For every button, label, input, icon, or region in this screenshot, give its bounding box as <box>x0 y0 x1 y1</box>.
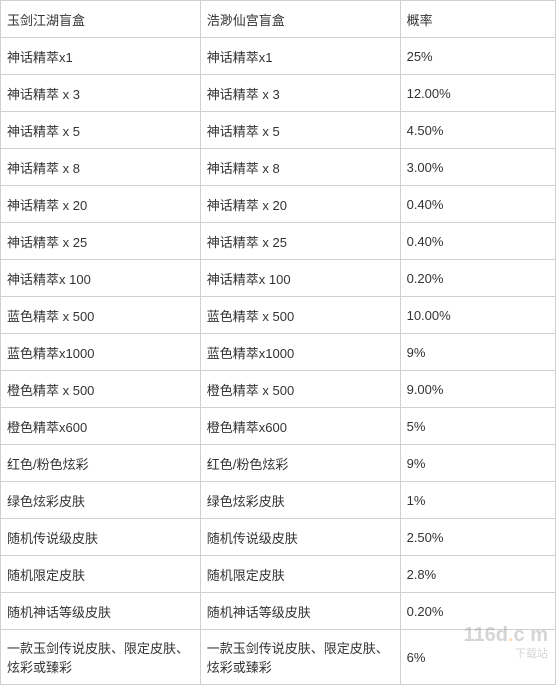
table-cell: 蓝色精萃 x 500 <box>200 297 400 334</box>
table-cell: 随机传说级皮肤 <box>1 519 201 556</box>
table-row: 随机传说级皮肤随机传说级皮肤2.50% <box>1 519 556 556</box>
table-cell: 橙色精萃 x 500 <box>1 371 201 408</box>
table-cell: 神话精萃 x 8 <box>200 149 400 186</box>
table-row: 神话精萃 x 20神话精萃 x 200.40% <box>1 186 556 223</box>
table-cell: 9.00% <box>400 371 555 408</box>
table-cell: 随机神话等级皮肤 <box>1 593 201 630</box>
table-cell: 神话精萃 x 8 <box>1 149 201 186</box>
table-cell: 神话精萃 x 3 <box>1 75 201 112</box>
table-row: 神话精萃x 100神话精萃x 1000.20% <box>1 260 556 297</box>
table-row: 神话精萃x1神话精萃x125% <box>1 38 556 75</box>
table-cell: 橙色精萃 x 500 <box>200 371 400 408</box>
table-row: 红色/粉色炫彩红色/粉色炫彩9% <box>1 445 556 482</box>
table-row: 随机限定皮肤随机限定皮肤2.8% <box>1 556 556 593</box>
table-cell: 5% <box>400 408 555 445</box>
table-cell: 神话精萃x1 <box>1 38 201 75</box>
table-cell: 神话精萃 x 3 <box>200 75 400 112</box>
table-row: 神话精萃 x 25神话精萃 x 250.40% <box>1 223 556 260</box>
table-cell: 神话精萃 x 5 <box>1 112 201 149</box>
table-cell: 0.40% <box>400 186 555 223</box>
table-row: 神话精萃 x 8神话精萃 x 83.00% <box>1 149 556 186</box>
table-cell: 随机传说级皮肤 <box>200 519 400 556</box>
table-cell: 神话精萃 x 20 <box>200 186 400 223</box>
table-cell: 0.20% <box>400 260 555 297</box>
table-cell: 2.50% <box>400 519 555 556</box>
table-header-cell: 浩渺仙宫盲盒 <box>200 1 400 38</box>
table-cell: 3.00% <box>400 149 555 186</box>
table-cell: 6% <box>400 630 555 685</box>
table-cell: 神话精萃x 100 <box>200 260 400 297</box>
table-cell: 神话精萃 x 25 <box>1 223 201 260</box>
table-header-cell: 玉剑江湖盲盒 <box>1 1 201 38</box>
table-cell: 0.20% <box>400 593 555 630</box>
table-cell: 蓝色精萃 x 500 <box>1 297 201 334</box>
table-cell: 4.50% <box>400 112 555 149</box>
table-cell: 一款玉剑传说皮肤、限定皮肤、炫彩或臻彩 <box>1 630 201 685</box>
table-cell: 2.8% <box>400 556 555 593</box>
table-cell: 红色/粉色炫彩 <box>200 445 400 482</box>
table-cell: 一款玉剑传说皮肤、限定皮肤、炫彩或臻彩 <box>200 630 400 685</box>
table-cell: 神话精萃x 100 <box>1 260 201 297</box>
table-row: 橙色精萃x600橙色精萃x6005% <box>1 408 556 445</box>
table-cell: 随机限定皮肤 <box>200 556 400 593</box>
table-cell: 9% <box>400 334 555 371</box>
table-cell: 神话精萃 x 5 <box>200 112 400 149</box>
table-cell: 绿色炫彩皮肤 <box>200 482 400 519</box>
table-cell: 0.40% <box>400 223 555 260</box>
table-cell: 随机神话等级皮肤 <box>200 593 400 630</box>
table-row: 蓝色精萃 x 500蓝色精萃 x 50010.00% <box>1 297 556 334</box>
table-cell: 橙色精萃x600 <box>200 408 400 445</box>
table-cell: 25% <box>400 38 555 75</box>
table-cell: 橙色精萃x600 <box>1 408 201 445</box>
table-row: 蓝色精萃x1000蓝色精萃x10009% <box>1 334 556 371</box>
table-row: 一款玉剑传说皮肤、限定皮肤、炫彩或臻彩一款玉剑传说皮肤、限定皮肤、炫彩或臻彩6% <box>1 630 556 685</box>
table-cell: 随机限定皮肤 <box>1 556 201 593</box>
table-cell: 蓝色精萃x1000 <box>1 334 201 371</box>
table-header-cell: 概率 <box>400 1 555 38</box>
table-cell: 红色/粉色炫彩 <box>1 445 201 482</box>
table-row: 随机神话等级皮肤随机神话等级皮肤0.20% <box>1 593 556 630</box>
table-cell: 10.00% <box>400 297 555 334</box>
table-cell: 神话精萃 x 25 <box>200 223 400 260</box>
table-cell: 神话精萃x1 <box>200 38 400 75</box>
table-row: 神话精萃 x 5神话精萃 x 54.50% <box>1 112 556 149</box>
probability-table: 玉剑江湖盲盒浩渺仙宫盲盒概率神话精萃x1神话精萃x125%神话精萃 x 3神话精… <box>0 0 556 685</box>
table-cell: 9% <box>400 445 555 482</box>
table-cell: 绿色炫彩皮肤 <box>1 482 201 519</box>
table-cell: 12.00% <box>400 75 555 112</box>
table-row: 橙色精萃 x 500橙色精萃 x 5009.00% <box>1 371 556 408</box>
table-cell: 1% <box>400 482 555 519</box>
probability-table-container: 玉剑江湖盲盒浩渺仙宫盲盒概率神话精萃x1神话精萃x125%神话精萃 x 3神话精… <box>0 0 556 685</box>
table-cell: 蓝色精萃x1000 <box>200 334 400 371</box>
table-header-row: 玉剑江湖盲盒浩渺仙宫盲盒概率 <box>1 1 556 38</box>
table-row: 绿色炫彩皮肤绿色炫彩皮肤1% <box>1 482 556 519</box>
table-row: 神话精萃 x 3神话精萃 x 312.00% <box>1 75 556 112</box>
table-cell: 神话精萃 x 20 <box>1 186 201 223</box>
